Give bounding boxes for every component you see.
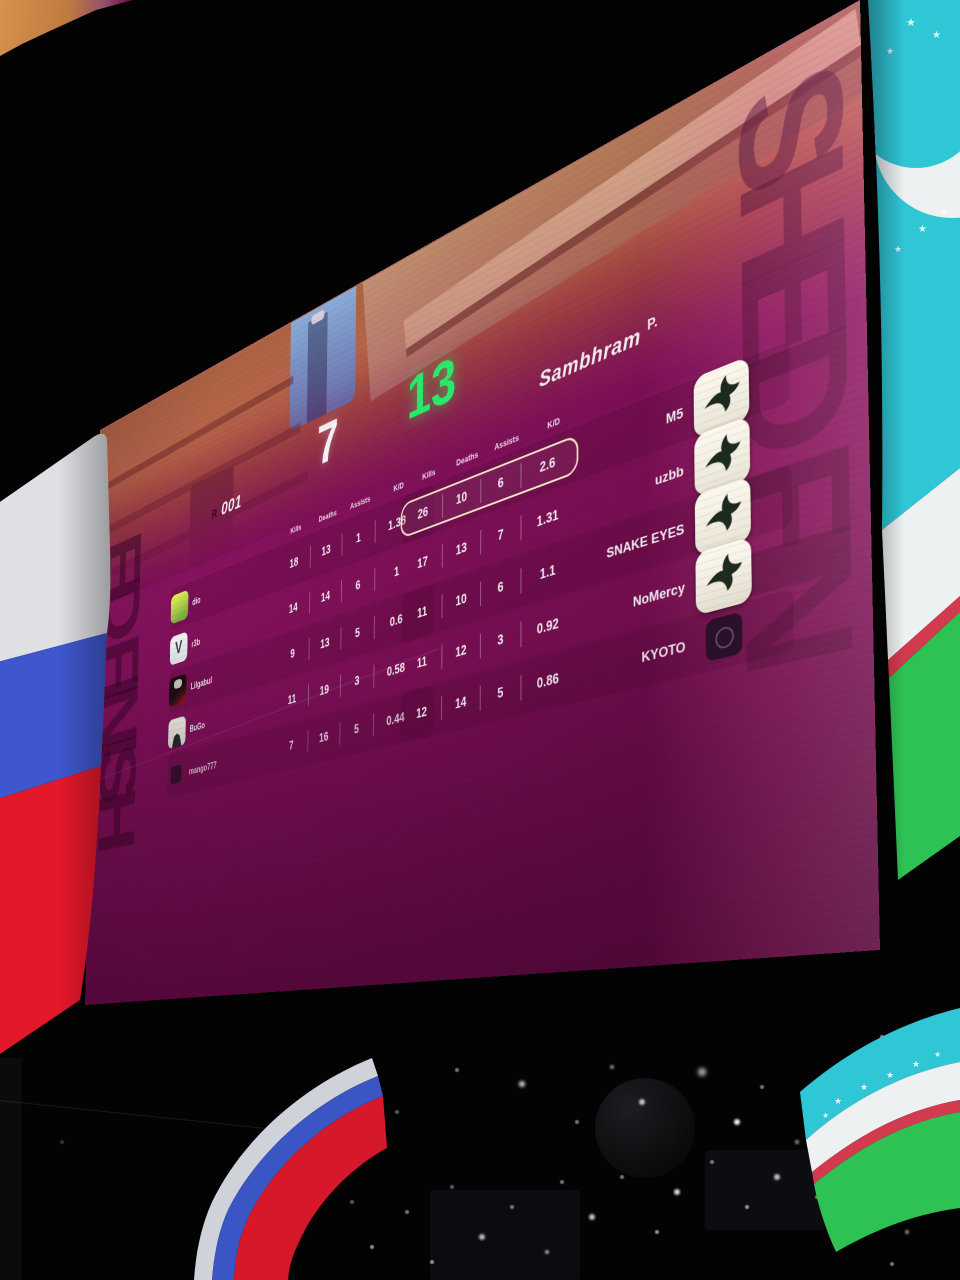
deaths-value: 13 bbox=[441, 530, 481, 568]
player-name: mango777 bbox=[188, 759, 217, 777]
assists-value: 5 bbox=[479, 675, 521, 711]
assists-value: 6 bbox=[480, 463, 521, 504]
deaths-value: 16 bbox=[307, 722, 340, 753]
player-avatar bbox=[167, 715, 186, 750]
kd-value: 0.92 bbox=[520, 605, 575, 648]
svg-text:★: ★ bbox=[934, 1050, 941, 1059]
kills-value: 9 bbox=[290, 646, 295, 662]
led-screen: ED FINISH SHED FIN 7 13 R 001 Sambhram P… bbox=[85, 0, 880, 1005]
assists-value: 5 bbox=[340, 616, 374, 650]
road-case bbox=[430, 1190, 580, 1280]
uzbekistan-flag: ★ ★ ★ ★ ★ ★ bbox=[868, 0, 960, 880]
assists-value: 5 bbox=[339, 713, 374, 745]
deaths-value: 12 bbox=[441, 633, 480, 670]
assists-value: 1 bbox=[341, 520, 375, 556]
deaths-value: 10 bbox=[442, 478, 481, 518]
russia-flag bbox=[0, 433, 111, 1054]
deaths-value: 14 bbox=[309, 580, 342, 614]
kd-value: 0.86 bbox=[520, 661, 575, 701]
screen-corner-glimpse bbox=[0, 0, 133, 56]
kills-value: 11 bbox=[416, 653, 427, 672]
kills-value: 7 bbox=[288, 738, 294, 753]
assists-value: 7 bbox=[480, 515, 521, 555]
stage-structure bbox=[0, 1058, 22, 1280]
kd-value: 1.31 bbox=[520, 496, 575, 541]
assists-value: 6 bbox=[479, 568, 521, 607]
bokeh-lights bbox=[0, 0, 4, 4]
svg-text:★: ★ bbox=[860, 1082, 868, 1092]
road-case bbox=[705, 1150, 825, 1230]
assists-value: 6 bbox=[340, 568, 375, 603]
deaths-value: 19 bbox=[307, 674, 341, 707]
dark-emblem-icon bbox=[705, 611, 743, 663]
player-avatar bbox=[169, 631, 188, 666]
kills-value: 11 bbox=[287, 691, 297, 708]
player-name: KYOTO bbox=[641, 638, 686, 667]
kills-value: 26 bbox=[417, 504, 429, 523]
svg-text:★: ★ bbox=[886, 1070, 894, 1080]
deaths-value: 13 bbox=[309, 533, 342, 568]
kd-value: 2.6 bbox=[520, 441, 575, 488]
assists-value: 3 bbox=[339, 664, 374, 698]
kills-value: 14 bbox=[288, 600, 298, 617]
player-avatar bbox=[170, 589, 189, 625]
player-avatar bbox=[168, 673, 187, 708]
left-team-logo-icon: R bbox=[211, 506, 218, 522]
right-team-logo-icon: P. bbox=[647, 313, 658, 335]
svg-text:★: ★ bbox=[834, 1096, 842, 1106]
player-name: NoMercy bbox=[632, 579, 685, 611]
russia-flag-banner bbox=[194, 1058, 387, 1280]
kills-value: 17 bbox=[417, 553, 428, 572]
player-avatar bbox=[169, 763, 183, 787]
deaths-value: 10 bbox=[441, 581, 481, 619]
deaths-value: 13 bbox=[308, 627, 341, 660]
svg-text:★: ★ bbox=[912, 1059, 920, 1069]
speaker-sphere bbox=[595, 1078, 695, 1178]
svg-text:★: ★ bbox=[822, 1111, 829, 1120]
kills-value: 11 bbox=[417, 603, 428, 622]
kd-value: 1.1 bbox=[520, 550, 575, 594]
assists-value: 3 bbox=[479, 621, 521, 659]
kills-value: 12 bbox=[416, 704, 427, 722]
deaths-value: 14 bbox=[441, 685, 480, 721]
player-name: BuGo bbox=[189, 719, 205, 734]
kills-value: 18 bbox=[289, 554, 299, 572]
uzbekistan-flag-banner: ★ ★ ★ ★ ★ ★ bbox=[800, 1008, 960, 1252]
